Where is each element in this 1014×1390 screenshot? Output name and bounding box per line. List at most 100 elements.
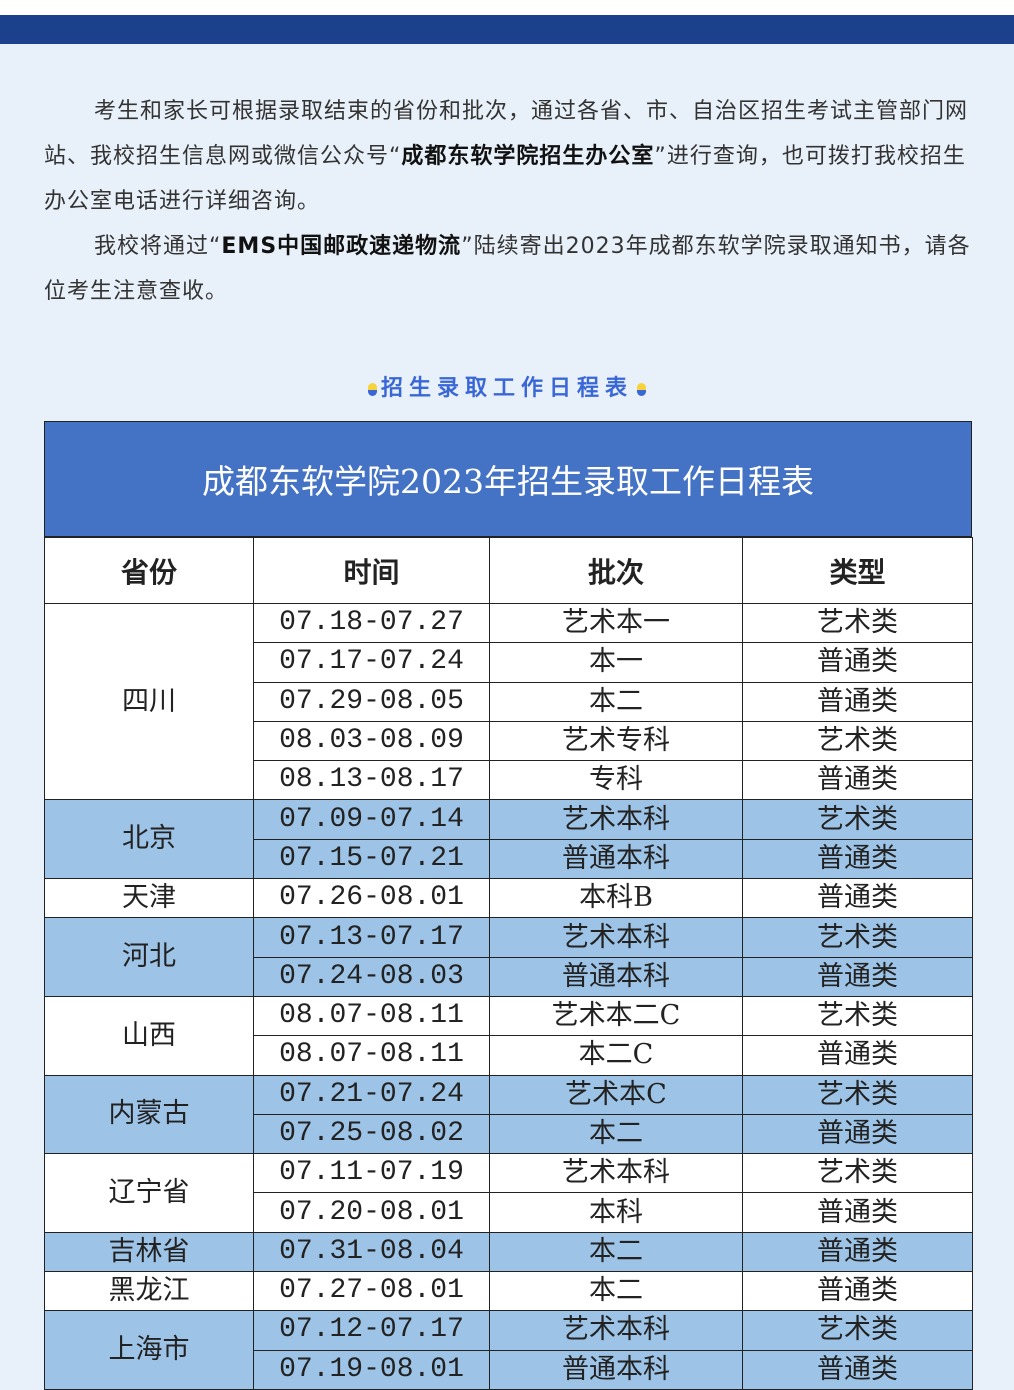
province-cell: 山西: [44, 995, 254, 1076]
batch-cell: 艺术本科: [489, 917, 743, 958]
province-cell: 上海市: [44, 1310, 254, 1390]
table-row: 08.07-08.11 本二C 普通类: [45, 1035, 973, 1076]
table-row: 黑龙江 07.27-08.01 本二 普通类: [44, 1271, 973, 1312]
batch-cell: 本科: [489, 1192, 743, 1233]
courier-name: EMS中国邮政速递物流: [221, 234, 462, 259]
batch-cell: 普通本科: [489, 838, 743, 880]
date-cell: 08.13-08.17: [253, 760, 490, 801]
type-cell: 艺术类: [742, 1310, 973, 1351]
schedule-table: 成都东软学院2023年招生录取工作日程表 省份 时间 批次 类型 四川 07.18…: [44, 421, 973, 1390]
type-cell: 普通类: [742, 956, 973, 997]
date-cell: 07.29-08.05: [253, 681, 490, 722]
batch-cell: 本科B: [489, 878, 743, 919]
table-row: 天津 07.26-08.01 本科B 普通类: [44, 878, 973, 919]
date-cell: 08.07-08.11: [253, 995, 490, 1037]
type-cell: 艺术类: [742, 1074, 973, 1115]
text: ”陆续寄出2023年成都东软学院录取通知书，请各位考生注意查收。: [44, 234, 971, 304]
batch-cell: 本二: [489, 1113, 743, 1155]
batch-cell: 艺术本科: [489, 799, 743, 840]
province-cell: 北京: [44, 799, 254, 880]
date-cell: 07.25-08.02: [253, 1113, 490, 1155]
batch-cell: 本二: [489, 1231, 743, 1273]
type-cell: 普通类: [742, 1349, 973, 1390]
batch-cell: 普通本科: [489, 956, 743, 997]
table-row: 07.29-08.05 本二 普通类: [45, 681, 973, 722]
type-cell: 普通类: [742, 1271, 973, 1312]
date-cell: 07.17-07.24: [253, 642, 490, 683]
section-title-text: 招生录取工作日程表: [380, 376, 633, 401]
type-cell: 艺术类: [742, 602, 973, 644]
text: 考生和家长可根据录取结束的省份和批次，通过各省、市、自治区招生考试主管部门网站、…: [44, 99, 969, 169]
province-cell: 天津: [44, 878, 254, 919]
type-cell: 艺术类: [742, 799, 973, 840]
table-row: 吉林省 07.31-08.04 本二 普通类: [44, 1231, 973, 1273]
dot-icon: [367, 382, 377, 396]
batch-cell: 艺术本C: [489, 1074, 743, 1115]
table-title: 成都东软学院2023年招生录取工作日程表: [44, 421, 972, 537]
type-cell: 普通类: [742, 1035, 973, 1076]
table-row: 07.20-08.01 本科 普通类: [45, 1192, 973, 1233]
table-row: 07.25-08.02 本二 普通类: [45, 1113, 973, 1155]
province-cell: 河北: [44, 917, 254, 997]
date-cell: 07.27-08.01: [253, 1271, 490, 1312]
province-cell: 黑龙江: [44, 1271, 254, 1312]
type-cell: 普通类: [742, 1231, 973, 1273]
section-title: 招生录取工作日程表: [0, 370, 1014, 402]
batch-cell: 本二: [489, 681, 743, 722]
intro-paragraph-2: 我校将通过“EMS中国邮政速递物流”陆续寄出2023年成都东软学院录取通知书，请…: [44, 224, 972, 314]
office-name: 成都东软学院招生办公室: [401, 144, 655, 169]
table-row: 辽宁省 07.11-07.19 艺术本科 艺术类: [44, 1153, 973, 1233]
header-row: 省份 时间 批次 类型: [44, 537, 973, 604]
type-cell: 艺术类: [742, 917, 973, 958]
date-cell: 07.24-08.03: [253, 956, 490, 997]
table-row: 河北 07.13-07.17 艺术本科 艺术类: [44, 917, 973, 997]
batch-cell: 专科: [489, 760, 743, 801]
header-province: 省份: [44, 537, 254, 604]
batch-cell: 艺术本一: [489, 602, 743, 644]
batch-cell: 艺术本二C: [489, 995, 743, 1037]
type-cell: 普通类: [742, 760, 973, 801]
type-cell: 普通类: [742, 838, 973, 880]
batch-cell: 普通本科: [489, 1349, 743, 1390]
province-cell: 辽宁省: [44, 1153, 254, 1233]
type-cell: 艺术类: [742, 1153, 973, 1194]
date-cell: 07.20-08.01: [253, 1192, 490, 1233]
province-cell: 内蒙古: [44, 1074, 254, 1155]
schedule-grid: 省份 时间 批次 类型 四川 07.18-07.27 艺术本一 艺术类 07.17-07…: [44, 537, 973, 1390]
date-cell: 08.07-08.11: [253, 1035, 490, 1076]
table-row: 07.24-08.03 普通本科 普通类: [45, 956, 973, 997]
header-time: 时间: [253, 537, 490, 604]
province-cell: 吉林省: [44, 1231, 254, 1273]
batch-cell: 艺术专科: [489, 720, 743, 762]
text: 我校将通过“: [94, 234, 222, 259]
table-row: 07.19-08.01 普通本科 普通类: [45, 1349, 973, 1390]
table-row: 山西 08.07-08.11 艺术本二C 艺术类: [44, 995, 973, 1076]
top-margin: [0, 0, 1014, 15]
batch-cell: 本二: [489, 1271, 743, 1312]
type-cell: 普通类: [742, 1192, 973, 1233]
batch-cell: 艺术本科: [489, 1153, 743, 1194]
date-cell: 07.26-08.01: [253, 878, 490, 919]
type-cell: 艺术类: [742, 720, 973, 762]
batch-cell: 本一: [489, 642, 743, 683]
intro-paragraph-1: 考生和家长可根据录取结束的省份和批次，通过各省、市、自治区招生考试主管部门网站、…: [44, 89, 972, 224]
type-cell: 普通类: [742, 681, 973, 722]
table-row: 四川 07.18-07.27 艺术本一 艺术类: [44, 602, 973, 801]
date-cell: 08.03-08.09: [253, 720, 490, 762]
table-row: 07.17-07.24 本一 普通类: [45, 642, 973, 683]
date-cell: 07.18-07.27: [253, 602, 490, 644]
type-cell: 普通类: [742, 1113, 973, 1155]
text: ”进行查询，也可拨打我校招生办公室电话进行详细咨询。: [44, 144, 966, 214]
date-cell: 07.09-07.14: [253, 799, 490, 840]
date-cell: 07.19-08.01: [253, 1349, 490, 1390]
date-cell: 07.21-07.24: [253, 1074, 490, 1115]
header-type: 类型: [742, 537, 973, 604]
table-row: 07.15-07.21 普通本科 普通类: [45, 838, 973, 880]
type-cell: 普通类: [742, 878, 973, 919]
type-cell: 艺术类: [742, 995, 973, 1037]
batch-cell: 本二C: [489, 1035, 743, 1076]
date-cell: 07.12-07.17: [253, 1310, 490, 1351]
province-cell: 四川: [44, 602, 254, 801]
date-cell: 07.11-07.19: [253, 1153, 490, 1194]
table-row: 08.13-08.17 专科 普通类: [45, 760, 973, 801]
